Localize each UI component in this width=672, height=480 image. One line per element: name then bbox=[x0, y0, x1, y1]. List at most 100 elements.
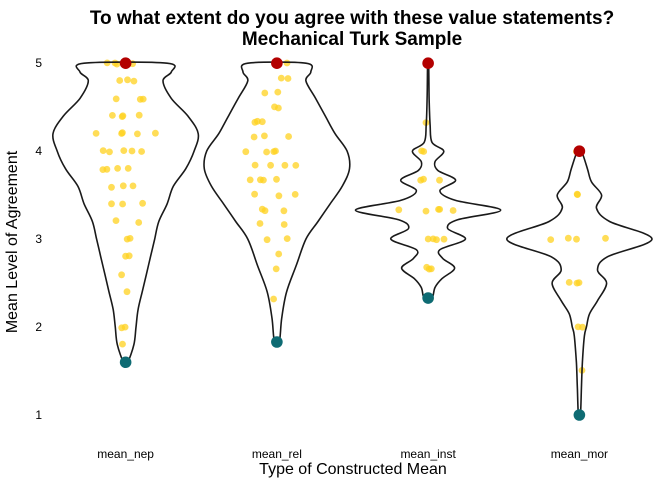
jitter-point bbox=[423, 263, 431, 271]
chart-subtitle: Mechanical Turk Sample bbox=[242, 29, 462, 50]
jitter-point bbox=[275, 104, 282, 112]
jitter-point bbox=[134, 130, 141, 138]
jitter-point bbox=[257, 176, 264, 184]
jitter-point bbox=[449, 207, 457, 214]
min-marker bbox=[573, 409, 586, 421]
y-axis-title: Mean Level of Agreement bbox=[4, 150, 21, 333]
jitter-point bbox=[99, 166, 107, 174]
jitter-point bbox=[108, 183, 115, 191]
jitter-point bbox=[263, 236, 271, 244]
jitter-point bbox=[263, 148, 270, 156]
jitter-point bbox=[251, 118, 259, 126]
violin-mean_inst bbox=[354, 57, 502, 301]
y-tick-label: 3 bbox=[35, 232, 42, 246]
jitter-point bbox=[108, 200, 115, 208]
jitter-point bbox=[275, 250, 283, 258]
x-tick-label: mean_nep bbox=[97, 447, 154, 461]
jitter-point bbox=[283, 59, 291, 67]
jitter-point bbox=[292, 162, 300, 169]
y-tick-label: 4 bbox=[35, 144, 42, 158]
jitter-point bbox=[283, 235, 291, 243]
jitter-point bbox=[274, 88, 282, 96]
jitter-point bbox=[436, 206, 444, 213]
jitter-point bbox=[138, 148, 146, 155]
jitter-point bbox=[436, 176, 443, 184]
max-marker bbox=[573, 145, 586, 157]
jitter-point bbox=[565, 279, 573, 286]
jitter-point bbox=[256, 220, 264, 227]
jitter-point bbox=[267, 161, 274, 169]
jitter-point bbox=[114, 165, 121, 172]
violin-mean_rel bbox=[203, 61, 351, 346]
y-tick-label: 2 bbox=[35, 320, 42, 334]
jitter-point bbox=[258, 118, 266, 126]
jitter-point bbox=[270, 148, 278, 156]
x-tick-label: mean_rel bbox=[252, 447, 302, 461]
jitter-point bbox=[273, 175, 280, 183]
jitter-point bbox=[547, 236, 555, 244]
jitter-point bbox=[422, 207, 430, 215]
jitter-point bbox=[242, 148, 250, 156]
jitter-point bbox=[285, 133, 292, 140]
jitter-point bbox=[291, 191, 299, 198]
jitter-point bbox=[420, 175, 427, 183]
jitter-point bbox=[112, 217, 120, 225]
jitter-point bbox=[139, 199, 147, 207]
jitter-point bbox=[124, 165, 132, 172]
min-marker bbox=[119, 356, 132, 369]
jitter-point bbox=[433, 236, 440, 244]
jitter-point bbox=[261, 132, 268, 140]
max-marker bbox=[271, 57, 283, 69]
jitter-point bbox=[258, 205, 266, 213]
jitter-point bbox=[281, 161, 289, 169]
jitter-point bbox=[106, 148, 113, 156]
jitter-point bbox=[395, 206, 403, 214]
jitter-point bbox=[116, 77, 124, 84]
jitter-point bbox=[424, 235, 432, 243]
jitter-point bbox=[119, 112, 127, 120]
max-marker bbox=[422, 57, 434, 69]
jitter-point bbox=[261, 89, 269, 97]
jitter-point bbox=[130, 77, 138, 85]
max-marker bbox=[119, 57, 132, 69]
jitter-point bbox=[123, 235, 131, 243]
jitter-point bbox=[250, 133, 258, 141]
jitter-point bbox=[573, 279, 581, 287]
jitter-point bbox=[129, 182, 137, 190]
y-tick-label: 1 bbox=[35, 408, 42, 422]
chart-title: To what extent do you agree with these v… bbox=[90, 8, 614, 29]
jitter-point bbox=[573, 235, 580, 243]
jitter-point bbox=[118, 271, 125, 279]
jitter-point bbox=[272, 265, 280, 273]
jitter-point bbox=[119, 182, 127, 190]
y-tick-label: 5 bbox=[35, 56, 42, 70]
jitter-point bbox=[277, 74, 285, 82]
jitter-point bbox=[120, 147, 128, 155]
jitter-point bbox=[251, 161, 259, 169]
jitter-point bbox=[128, 147, 136, 155]
jitter-point bbox=[420, 148, 428, 155]
x-axis-title: Type of Constructed Mean bbox=[259, 461, 447, 478]
jitter-point bbox=[123, 288, 131, 296]
jitter-point bbox=[270, 295, 277, 303]
jitter-point bbox=[275, 192, 283, 200]
jitter-point bbox=[99, 147, 107, 155]
jitter-point bbox=[579, 323, 586, 331]
violin-mean_nep bbox=[52, 61, 200, 366]
jitter-point bbox=[122, 252, 129, 260]
jitter-point bbox=[251, 190, 258, 198]
jitter-point bbox=[135, 219, 143, 226]
jitter-point bbox=[284, 75, 292, 82]
jitter-point bbox=[124, 76, 131, 84]
jitter-point bbox=[280, 207, 288, 215]
min-marker bbox=[422, 292, 434, 304]
x-tick-label: mean_mor bbox=[551, 447, 608, 461]
jitter-point bbox=[109, 112, 116, 119]
jitter-point bbox=[602, 234, 609, 242]
jitter-point bbox=[573, 190, 581, 198]
jitter-point bbox=[152, 129, 159, 137]
jitter-point bbox=[246, 176, 254, 184]
jitter-point bbox=[112, 95, 120, 103]
jitter-point bbox=[119, 200, 126, 208]
